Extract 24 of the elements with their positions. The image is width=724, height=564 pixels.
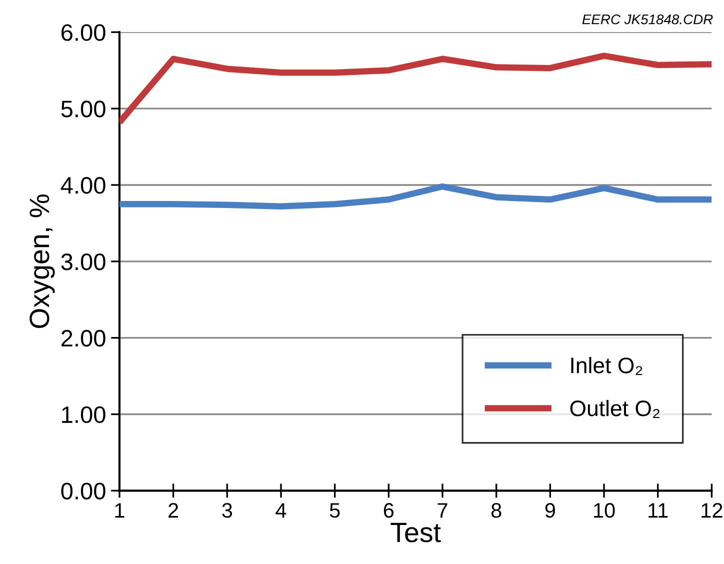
legend-label: Outlet O₂ [570, 400, 660, 418]
y-tick-label: 5.00 [61, 100, 106, 118]
y-tick-label: 0.00 [61, 482, 106, 500]
x-tick-label: 1 [115, 503, 124, 518]
y-tick-label: 4.00 [60, 177, 106, 194]
y-axis-title: Oxygen, % [30, 194, 55, 328]
legend-label: Inlet O₂ [571, 357, 642, 376]
x-tick-label: 11 [648, 503, 668, 518]
x-tick-label: 3 [222, 503, 232, 518]
y-tick-label: 2.00 [62, 330, 106, 347]
y-tick-label: 3.00 [61, 253, 106, 270]
x-tick-label: 12 [702, 503, 722, 518]
text: EERC JK51848.CDR [582, 14, 713, 24]
x-tick-label: 10 [594, 503, 615, 518]
x-tick-label: 7 [438, 503, 448, 518]
y-tick-label: 6.00 [62, 24, 106, 41]
x-axis-title: Test [390, 522, 441, 542]
x-tick-label: 4 [276, 503, 286, 518]
y-tick-label: 1.00 [62, 406, 106, 424]
x-tick-label: 8 [491, 503, 502, 518]
x-tick-label: 9 [545, 503, 555, 518]
x-tick-label: 5 [330, 503, 340, 518]
x-tick-label: 2 [168, 503, 178, 518]
x-tick-label: 6 [384, 503, 394, 518]
